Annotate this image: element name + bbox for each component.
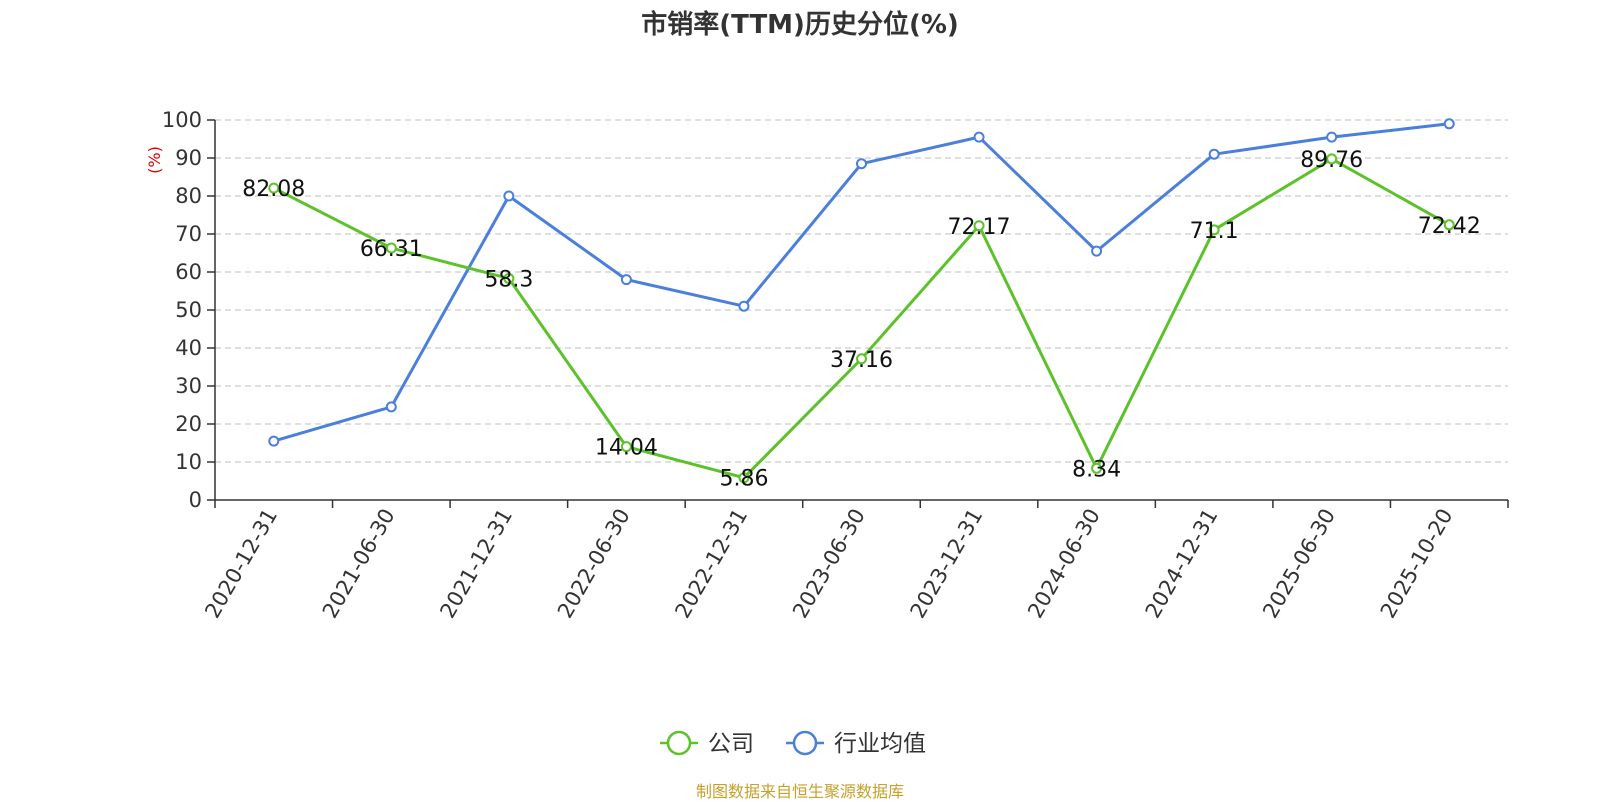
x-tick-label: 2024-06-30 (1023, 505, 1105, 623)
data-label: 89.76 (1300, 148, 1363, 173)
legend-marker (792, 730, 818, 756)
x-tick-label: 2021-06-30 (318, 505, 400, 623)
data-point[interactable] (738, 300, 750, 312)
data-point[interactable] (1326, 153, 1338, 165)
data-label: 66.31 (360, 237, 423, 262)
data-point[interactable] (973, 220, 985, 232)
legend-marker (666, 730, 692, 756)
data-point[interactable] (385, 242, 397, 254)
legend-label: 行业均值 (834, 731, 926, 757)
legend[interactable]: 公司 行业均值 (660, 730, 926, 757)
data-point[interactable] (1208, 224, 1220, 236)
data-point[interactable] (1443, 118, 1455, 130)
x-tick-label: 2024-12-31 (1141, 505, 1223, 623)
series-layer (268, 118, 1455, 484)
data-label: 8.34 (1072, 457, 1121, 482)
data-point[interactable] (268, 182, 280, 194)
y-tick-label: 40 (175, 336, 202, 360)
series-line (273, 122, 1450, 443)
data-point[interactable] (1208, 148, 1220, 160)
data-label: 71.1 (1190, 219, 1239, 244)
data-point[interactable] (1443, 219, 1455, 231)
x-tick-label: 2022-06-30 (553, 505, 635, 623)
axes: 0 10 20 30 40 50 60 70 80 90 100 (%) 2020-12-31 2021-… (145, 108, 1509, 623)
data-label: 72.42 (1418, 214, 1481, 239)
data-label: 37.16 (830, 348, 893, 373)
data-point[interactable] (856, 353, 867, 365)
data-point[interactable] (268, 435, 280, 447)
data-labels: 82.08 66.31 58.3 14.04 5.86 37.16 72.17 8.34 71.… (242, 148, 1480, 492)
y-tick-label: 90 (175, 146, 202, 170)
data-point[interactable] (1091, 245, 1103, 257)
y-tick-label: 20 (175, 412, 202, 436)
x-tick-label: 2025-06-30 (1258, 505, 1340, 623)
legend-item[interactable]: 行业均值 (786, 730, 926, 757)
x-tick-label: 2022-12-31 (670, 505, 752, 623)
y-tick-label: 80 (175, 184, 202, 208)
x-tick-label: 2021-12-31 (435, 505, 517, 623)
data-point[interactable] (385, 401, 397, 413)
source-note: 制图数据来自恒生聚源数据库 (695, 782, 904, 801)
y-tick-label: 50 (175, 298, 202, 322)
data-label: 72.17 (948, 215, 1011, 240)
data-point[interactable] (1326, 131, 1338, 143)
x-tick-label: 2023-06-30 (788, 505, 870, 623)
legend-item[interactable]: 公司 (660, 730, 754, 757)
data-point[interactable] (503, 190, 515, 202)
x-tick-label: 2020-12-31 (200, 505, 282, 623)
data-label: 14.04 (595, 436, 658, 461)
data-point[interactable] (503, 272, 515, 284)
data-label: 5.86 (719, 467, 768, 492)
x-tick-label: 2025-10-20 (1376, 505, 1458, 623)
y-tick-label: 10 (175, 450, 202, 474)
data-point[interactable] (973, 131, 985, 143)
chart-title: 市销率(TTM)历史分位(%) (641, 10, 959, 40)
data-point[interactable] (738, 472, 750, 484)
y-axis-label: (%) (145, 146, 164, 174)
y-tick-label: 0 (189, 488, 202, 512)
y-tick-label: 60 (175, 260, 202, 284)
data-point[interactable] (856, 158, 867, 170)
y-tick-label: 30 (175, 374, 202, 398)
series-line (273, 157, 1450, 480)
data-label: 58.3 (484, 267, 533, 292)
legend-label: 公司 (708, 731, 754, 757)
data-point[interactable] (620, 274, 632, 286)
data-point[interactable] (620, 441, 632, 453)
y-tick-label: 100 (162, 108, 202, 132)
y-tick-label: 70 (175, 222, 202, 246)
data-point[interactable] (1091, 462, 1103, 474)
x-tick-label: 2023-12-31 (906, 505, 988, 623)
grid-lines (215, 119, 1508, 463)
data-label: 82.08 (242, 177, 305, 202)
